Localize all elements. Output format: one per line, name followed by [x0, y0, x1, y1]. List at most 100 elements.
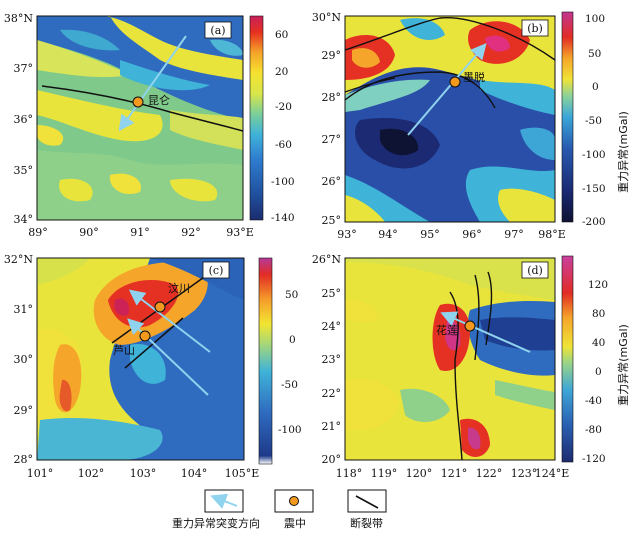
place-label: 昆仑 [148, 93, 170, 107]
panel-d: 花莲 (d) 26°N 25° 24° 23° 22° 21° 20° 118°… [312, 253, 630, 480]
panel-c: 汶川 芦山 (c) 32°N 31° 30° 29° 28° 101° 102°… [4, 253, 302, 480]
y-tick: 30° [14, 353, 34, 366]
fault-line [474, 274, 480, 361]
x-tick: 119° [371, 467, 398, 480]
x-tick: 123° [511, 467, 538, 480]
legend-arrow-label: 重力异常突变方向 [172, 516, 260, 530]
place-label-2: 芦山 [113, 344, 135, 357]
y-tick: 29° [322, 49, 342, 62]
colorbar-tick: 80 [592, 308, 605, 320]
x-tick: 92° [181, 226, 201, 239]
colorbar-tick: 100 [585, 13, 605, 25]
colorbar-tick: -80 [585, 424, 602, 436]
x-tick: 97° [504, 228, 524, 241]
x-axis-c: 101° 102° 103° 104° 105°E [27, 467, 260, 480]
x-tick: 93°E [226, 226, 254, 239]
x-tick: 118° [336, 467, 363, 480]
colorbar-tick: 20 [275, 66, 288, 78]
fault-line [344, 17, 556, 61]
x-tick: 96° [462, 228, 482, 241]
y-tick: 29° [14, 404, 34, 417]
colorbar-tick: -140 [271, 212, 295, 224]
panel-label: (a) [210, 24, 225, 37]
gravity-arrow [440, 311, 531, 353]
colorbar-tick: 0 [592, 81, 599, 93]
epicenter-marker [132, 96, 144, 108]
colorbar-tick: 120 [588, 279, 608, 291]
y-axis-d: 26°N 25° 24° 23° 22° 21° 20° [312, 253, 341, 466]
x-tick: 120° [406, 467, 433, 480]
panel-label: (b) [527, 22, 543, 35]
epicenter-marker [154, 301, 166, 313]
y-tick: 26°N [312, 253, 341, 266]
colorbar-tick: -20 [275, 101, 292, 113]
y-tick: 27° [322, 133, 342, 146]
y-tick: 23° [322, 353, 342, 366]
gravity-arrow [407, 42, 487, 136]
colorbar-tick: -50 [585, 115, 602, 127]
gravity-arrow [128, 289, 211, 353]
place-label: 墨脱 [463, 70, 485, 84]
panel-a-map [37, 16, 243, 220]
y-tick: 20° [322, 453, 342, 466]
epicenter-marker [449, 76, 461, 88]
y-axis-c: 32°N 31° 30° 29° 28° [4, 253, 33, 466]
y-tick: 22° [322, 387, 342, 400]
y-tick: 37° [14, 62, 34, 75]
colorbar-tick: 60 [275, 29, 288, 41]
legend-fault-box [347, 489, 387, 513]
fault-line [344, 77, 396, 93]
y-tick: 25° [322, 214, 342, 227]
colorbar-tick: -100 [271, 176, 295, 188]
y-tick: 34° [14, 213, 34, 226]
x-tick: 124°E [535, 467, 570, 480]
fault-line [485, 271, 493, 346]
x-tick: 102° [78, 467, 105, 480]
x-tick: 122° [476, 467, 503, 480]
colorbar-c: 50 0 -50 -100 [258, 257, 302, 465]
colorbar-tick: 50 [285, 289, 298, 301]
x-tick: 94° [378, 228, 398, 241]
colorbar-tick: -50 [281, 379, 298, 391]
colorbar-unit: 重力异常(mGal) [616, 324, 630, 406]
place-label: 汶川 [168, 281, 190, 295]
y-tick: 28° [14, 453, 34, 466]
panel-label: (c) [209, 264, 224, 277]
colorbar-tick: -100 [278, 424, 302, 436]
legend-fault-icon [355, 495, 379, 509]
panel-a: 昆仑 (a) 38°N 37° 36° 35° 34° 89° 90° 91° … [4, 12, 295, 239]
x-tick: 121° [441, 467, 468, 480]
y-tick: 25° [322, 287, 342, 300]
colorbar-b: 100 50 0 -50 -100 -150 -200 重力异常(mGal) [561, 11, 630, 228]
colorbar-d: 120 80 40 0 -40 -80 -120 重力异常(mGal) [561, 255, 630, 465]
legend: 重力异常突变方向 震中 断裂带 [172, 489, 387, 530]
epicenter-marker [464, 320, 476, 332]
epicenter-marker [139, 330, 151, 342]
y-tick: 21° [322, 420, 342, 433]
colorbar-tick: -40 [585, 395, 602, 407]
fault-line [41, 85, 244, 132]
x-axis-b: 93° 94° 95° 96° 97° 98°E [337, 228, 566, 241]
x-tick: 105°E [225, 467, 260, 480]
x-tick: 89° [28, 226, 48, 239]
x-tick: 101° [27, 467, 54, 480]
y-tick: 28° [322, 91, 342, 104]
place-label: 花莲 [436, 324, 458, 337]
x-tick: 93° [337, 228, 357, 241]
y-axis-a: 38°N 37° 36° 35° 34° [4, 12, 33, 226]
x-axis-a: 89° 90° 91° 92° 93°E [28, 226, 254, 239]
x-tick: 90° [79, 226, 99, 239]
y-tick: 35° [14, 164, 34, 177]
panel-b-map [345, 16, 555, 222]
x-axis-d: 118° 119° 120° 121° 122° 123° 124°E [336, 467, 570, 480]
x-tick: 104° [181, 467, 208, 480]
colorbar-tick: 50 [588, 48, 601, 60]
colorbar-tick: -100 [582, 149, 606, 161]
y-tick: 31° [14, 303, 34, 316]
colorbar-tick: 40 [592, 337, 605, 349]
y-tick: 36° [14, 113, 34, 126]
colorbar-unit: 重力异常(mGal) [616, 111, 630, 193]
colorbar-tick: -120 [582, 453, 606, 465]
y-axis-b: 30°N 29° 28° 27° 26° 25° [312, 11, 341, 227]
